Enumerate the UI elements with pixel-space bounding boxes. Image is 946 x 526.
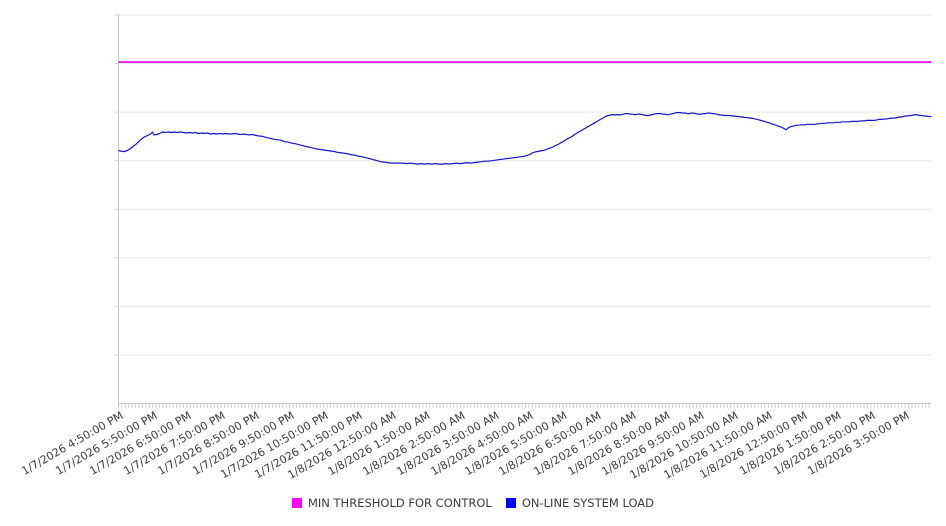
legend-swatch-min-threshold [291, 498, 302, 508]
legend-item-min-threshold[interactable]: MIN THRESHOLD FOR CONTROL [291, 496, 492, 510]
x-axis-minor-ticks [118, 403, 930, 408]
system-load-line [118, 111, 932, 165]
legend-label-min-threshold: MIN THRESHOLD FOR CONTROL [307, 496, 492, 510]
y-axis-ticks [114, 14, 119, 356]
legend-item-system-load[interactable]: ON-LINE SYSTEM LOAD [505, 496, 655, 510]
legend-swatch-system-load [505, 498, 516, 508]
gridlines [118, 14, 931, 356]
legend-label-system-load: ON-LINE SYSTEM LOAD [521, 496, 655, 510]
chart-legend: MIN THRESHOLD FOR CONTROL ON-LINE SYSTEM… [0, 496, 946, 510]
